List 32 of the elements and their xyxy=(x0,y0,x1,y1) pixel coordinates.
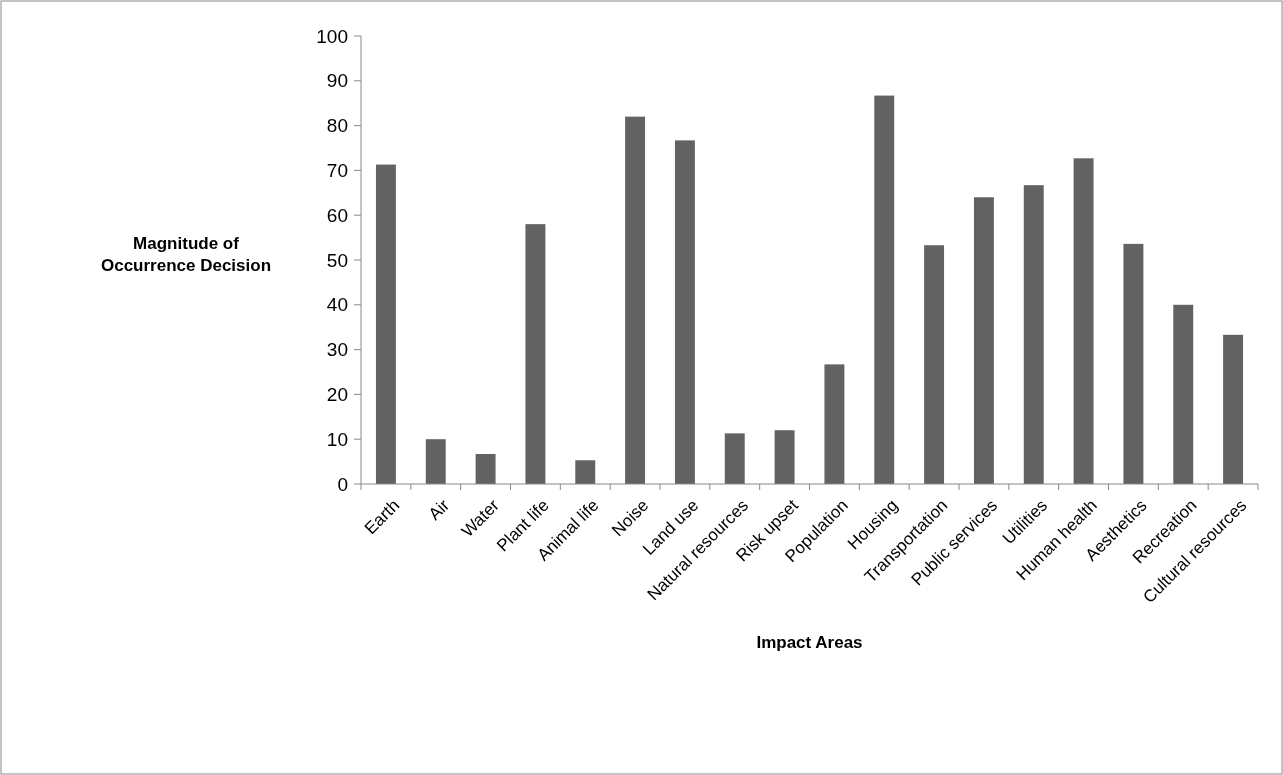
y-tick-label: 0 xyxy=(337,473,348,495)
y-tick-label: 20 xyxy=(326,384,348,406)
bar xyxy=(1023,185,1044,484)
y-tick-label: 80 xyxy=(326,115,348,137)
bar xyxy=(824,364,845,484)
y-tick-label: 50 xyxy=(326,249,348,271)
bar xyxy=(525,224,546,484)
y-tick-label: 100 xyxy=(316,25,348,47)
bar xyxy=(774,430,795,484)
bar xyxy=(874,95,895,484)
bar xyxy=(674,140,695,484)
y-tick-label: 40 xyxy=(326,294,348,316)
bar xyxy=(625,116,646,484)
bar xyxy=(1073,158,1094,484)
y-axis-title: Magnitude of Occurrence Decision xyxy=(100,234,272,275)
y-tick-label: 70 xyxy=(326,160,348,182)
bar xyxy=(425,439,446,484)
bar xyxy=(924,245,945,484)
bar xyxy=(724,433,745,484)
y-tick-label: 60 xyxy=(326,204,348,226)
y-tick-label: 90 xyxy=(326,70,348,92)
bar xyxy=(973,197,994,484)
bar xyxy=(1223,334,1244,484)
x-tick-label: Air xyxy=(424,495,454,524)
bar xyxy=(1123,243,1144,484)
bar xyxy=(375,164,396,484)
bar xyxy=(575,460,596,484)
y-tick-label: 30 xyxy=(326,339,348,361)
bar xyxy=(1173,304,1194,484)
x-axis-title: Impact Areas xyxy=(756,633,863,652)
y-tick-label: 10 xyxy=(326,428,348,450)
bar xyxy=(475,453,496,484)
